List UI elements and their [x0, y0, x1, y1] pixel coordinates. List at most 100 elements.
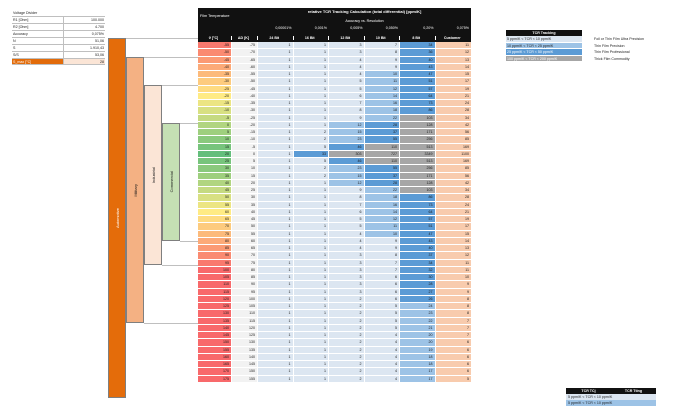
delta-cell: 100 [232, 295, 258, 302]
tcr-cell: 1 [293, 121, 329, 128]
tcr-cell: 17 [400, 375, 436, 382]
table-row: -10 -30 1 1 8 18 86 28 [198, 107, 471, 115]
divider-line [144, 57, 198, 58]
tcr-cell: 7 [329, 201, 365, 208]
delta-cell: 110 [232, 310, 258, 317]
tcr-cell: 1 [258, 136, 294, 143]
tcr-cell: 73 [400, 100, 436, 107]
tcr-cell: 1 [258, 274, 294, 281]
delta-cell: 65 [232, 245, 258, 252]
table-row: 105 85 1 1 3 6 30 10 [198, 274, 471, 282]
customer-cell: 12 [435, 49, 471, 56]
tcr-cell: 12 [329, 121, 365, 128]
divider-line [126, 38, 198, 39]
legend-swatch: 10 ppm/K < TCR < 25 ppm/K [506, 42, 582, 49]
voltage-divider-value: 53,06 [95, 53, 104, 57]
delta-cell: 20 [232, 179, 258, 186]
temperature-cell: -40 [198, 63, 232, 70]
tcr-cell: 1 [258, 375, 294, 382]
table-row: 65 45 1 1 5 12 57 19 [198, 216, 471, 224]
tcr-cell: 4 [329, 230, 365, 237]
tcr-cell: 23 [329, 136, 365, 143]
tcr-cell: 1 [293, 100, 329, 107]
tcr-cell: 4 [364, 353, 400, 360]
tcr-cell: 1 [293, 230, 329, 237]
tcr-cell: 1 [258, 252, 294, 259]
tcr-cell: 1 [258, 150, 294, 157]
tcr-cell: 22 [364, 187, 400, 194]
tcr-cell: 2 [329, 332, 365, 339]
tcr-cell: 1 [293, 107, 329, 114]
customer-cell: 10 [435, 274, 471, 281]
voltage-divider-label: Accuracy [12, 31, 64, 37]
customer-cell: 34 [435, 187, 471, 194]
table-row: 155 135 1 1 2 4 19 6 [198, 346, 471, 354]
tcr-cell: 1 [258, 266, 294, 273]
tcr-cell: 2 [329, 295, 365, 302]
delta-cell: 75 [232, 259, 258, 266]
customer-cell: 28 [435, 194, 471, 201]
tcr-cell: 4 [329, 237, 365, 244]
column-header: 8 Bit [400, 36, 436, 40]
tcr-cell: 86 [400, 107, 436, 114]
table-row: 35 15 1 2 15 37 171 56 [198, 172, 471, 180]
customer-cell: 11 [435, 42, 471, 49]
tcr-cell: 256 [400, 136, 436, 143]
table-row: -20 -40 1 1 6 14 64 21 [198, 92, 471, 100]
table-row: 15 -5 1 5 46 110 513 169 [198, 143, 471, 151]
table-row: 115 95 1 1 3 6 27 9 [198, 288, 471, 296]
delta-cell: -45 [232, 85, 258, 92]
customer-cell: 15 [435, 71, 471, 78]
delta-cell: -30 [232, 107, 258, 114]
tcr-cell: 43 [400, 237, 436, 244]
delta-cell: 35 [232, 201, 258, 208]
tcr-cell: 1 [293, 310, 329, 317]
tcr-cell: 1 [258, 368, 294, 375]
tcr-cell: 2 [329, 317, 365, 324]
table-row: -35 -55 1 1 4 10 47 15 [198, 71, 471, 79]
customer-cell: 19 [435, 216, 471, 223]
temperature-cell: -20 [198, 92, 232, 99]
delta-cell: 130 [232, 339, 258, 346]
divider-line [180, 123, 198, 124]
tcr-cell: 3 [329, 274, 365, 281]
tcr-cell: 5 [329, 78, 365, 85]
tcr-cell: 16 [364, 100, 400, 107]
commercial-label: Commercial [168, 171, 174, 193]
tcr-cell: 1 [258, 194, 294, 201]
tcr-cell: 28 [364, 121, 400, 128]
tcr-cell: 1 [293, 259, 329, 266]
tcr-cell: 1 [258, 42, 294, 49]
tcr-cell: 2 [293, 165, 329, 172]
table-row: 130 110 1 1 2 5 23 8 [198, 310, 471, 318]
tcr-cell: 4 [364, 368, 400, 375]
accuracy-label: Accuracy vs. Resolution [345, 19, 384, 23]
tcr-cell: 9 [364, 63, 400, 70]
voltage-divider-value: 1.910,43 [90, 46, 104, 50]
customer-cell: 34 [435, 114, 471, 121]
temperature-cell: 35 [198, 172, 232, 179]
table-row: 100 80 1 1 3 7 32 11 [198, 266, 471, 274]
tcr-cell: 1 [258, 172, 294, 179]
tcr-cell: 3 [329, 259, 365, 266]
tcr-cell: 8 [364, 49, 400, 56]
tcr-cell: 1 [258, 295, 294, 302]
customer-cell: 15 [435, 230, 471, 237]
temperature-cell: 95 [198, 259, 232, 266]
table-row: -5 -25 1 1 9 22 103 34 [198, 114, 471, 122]
tcr-cell: 1 [293, 266, 329, 273]
tcr-cell: 1 [293, 56, 329, 63]
tcr-cell: 1 [258, 310, 294, 317]
table-row: 160 140 1 1 2 4 18 6 [198, 353, 471, 361]
legend-swatch: 100 ppm/K < TCR < 200 ppm/K [506, 55, 582, 62]
tcr-cell: 1 [293, 223, 329, 230]
table-row: -45 -65 1 1 4 9 40 13 [198, 56, 471, 64]
delta-cell: 70 [232, 252, 258, 259]
military-range-bar: Military [126, 57, 144, 323]
tcr-cell: 513 [400, 143, 436, 150]
tcr-cell: 1 [258, 143, 294, 150]
tcr-cell: 5 [329, 85, 365, 92]
tcr-cell: 1 [258, 56, 294, 63]
industrial-label: Industrial [150, 166, 156, 184]
table-row: 125 105 1 1 2 5 24 8 [198, 303, 471, 311]
